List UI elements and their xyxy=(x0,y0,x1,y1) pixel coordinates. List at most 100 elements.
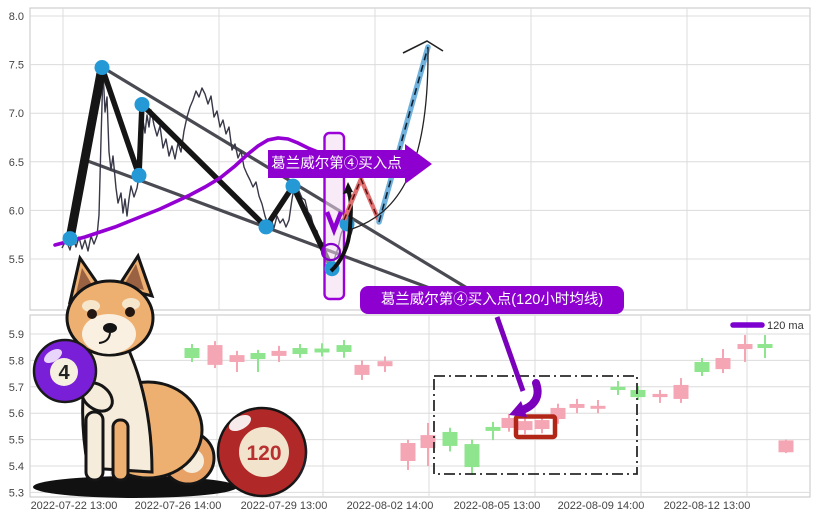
candle xyxy=(229,350,245,373)
dog-eye-left xyxy=(87,309,97,319)
candle xyxy=(757,335,773,359)
cross-point-ellipse xyxy=(320,242,342,262)
bottom-y-tick-label: 5.7 xyxy=(9,382,24,394)
red-projection-dashes xyxy=(343,177,380,222)
candlestick-panel[interactable]: 120 ma xyxy=(184,316,805,475)
swing-point-dot xyxy=(258,219,274,235)
candle xyxy=(250,349,266,373)
candle xyxy=(292,344,308,358)
top-y-tick-label: 5.5 xyxy=(9,254,24,266)
ball-120-number: 120 xyxy=(246,442,281,465)
swing-point-dot xyxy=(94,60,110,76)
candle xyxy=(590,400,606,414)
candle xyxy=(517,416,533,435)
candle xyxy=(610,380,626,395)
bottom-y-tick-label: 5.5 xyxy=(9,435,24,447)
granville-buy4-ma120-banner: 葛兰威尔第④买入点(120小时均线) xyxy=(360,286,624,314)
candle xyxy=(630,386,646,400)
candle xyxy=(442,427,458,452)
ball-4-number: 4 xyxy=(58,362,70,384)
candle xyxy=(501,413,517,432)
candle xyxy=(184,344,200,362)
bottom-y-tick-label: 5.8 xyxy=(9,355,24,367)
ball-4: 4 xyxy=(32,338,98,404)
buy-point-arrow-head xyxy=(509,401,527,417)
swing-point-dot xyxy=(131,167,147,183)
swing-point-dot xyxy=(285,178,301,194)
top-y-tick-label: 7.5 xyxy=(9,60,24,72)
dog-brow-left xyxy=(82,300,100,312)
ball-120-number-circle xyxy=(239,427,289,477)
dog-front-leg xyxy=(84,410,105,482)
dog-front-leg-2 xyxy=(111,418,130,482)
band-down-chevron xyxy=(324,211,344,237)
candle xyxy=(314,343,330,357)
shiba-dog-illustration xyxy=(33,252,237,498)
candle xyxy=(464,439,480,475)
granville-buy4-banner-arrow xyxy=(405,144,432,184)
dashdot-focus-box xyxy=(433,375,638,475)
top-y-tick-label: 6.5 xyxy=(9,157,24,169)
x-axis-date-label: 2022-07-26 14:00 xyxy=(135,500,222,512)
legend-label[interactable]: 120 ma xyxy=(767,320,805,332)
x-axis-date-label: 2022-07-22 13:00 xyxy=(31,500,118,512)
candle xyxy=(271,345,287,362)
ball-120-shade xyxy=(292,438,308,485)
ball-4-number-circle xyxy=(50,358,78,386)
candle xyxy=(673,378,689,403)
granville-buy4-banner: 葛兰威尔第④买入点 xyxy=(268,150,405,178)
trendline xyxy=(101,65,473,293)
x-axis-date-label: 2022-08-02 14:00 xyxy=(347,500,434,512)
projection-arc xyxy=(351,47,429,230)
candle xyxy=(715,349,731,374)
candle xyxy=(207,341,223,369)
candle xyxy=(778,439,794,454)
bounce-arrow-head xyxy=(343,182,353,194)
ma120-curve xyxy=(53,136,338,247)
bottom-y-tick-label: 5.3 xyxy=(9,487,24,499)
swing-point-dot xyxy=(134,96,150,112)
bottom-y-tick-label: 5.6 xyxy=(9,408,24,420)
candle xyxy=(400,439,416,470)
candle xyxy=(377,356,393,373)
buy-point-red-box xyxy=(513,414,558,440)
ball-120-highlight xyxy=(228,414,252,432)
candle xyxy=(550,403,566,424)
line-panel[interactable] xyxy=(53,40,473,305)
ball-120: 120 xyxy=(216,406,308,498)
blue-projection-dashes xyxy=(378,46,429,223)
candle xyxy=(485,421,501,441)
dog-shadow xyxy=(33,476,237,498)
candle xyxy=(652,389,668,403)
projection-arrow-tick xyxy=(402,40,444,54)
dog-nose xyxy=(103,323,117,333)
hourly-price-line xyxy=(61,69,354,272)
x-axis-date-label: 2022-08-09 14:00 xyxy=(558,500,645,512)
candle xyxy=(737,335,753,362)
axis-labels-layer: 8.0 7.5 7.0 6.5 6.0 5.5 5.9 5.8 5.7 5.6 5.5 5.4 5.3 2… xyxy=(9,11,751,512)
top-y-tick-label: 6.0 xyxy=(9,205,24,217)
dog-mouth xyxy=(98,332,111,344)
candle xyxy=(336,340,352,358)
bottom-panel-border xyxy=(29,314,811,498)
candle xyxy=(354,360,370,380)
candle xyxy=(569,398,585,414)
x-axis-date-label: 2022-08-12 13:00 xyxy=(664,500,751,512)
dog-brow-right xyxy=(122,298,140,310)
decorations: 4 120 xyxy=(32,252,308,498)
buy-point-arrow-line xyxy=(494,316,526,392)
dog-eye-right xyxy=(125,307,135,317)
top-y-tick-label: 7.0 xyxy=(9,108,24,120)
swing-impulse-segment xyxy=(65,66,107,240)
x-axis-date-label: 2022-07-29 13:00 xyxy=(241,500,328,512)
swing-point-dot xyxy=(62,231,78,247)
candle xyxy=(420,422,436,466)
ball-4-highlight xyxy=(44,348,62,364)
top-y-tick-label: 8.0 xyxy=(9,11,24,23)
bottom-y-tick-label: 5.4 xyxy=(9,461,24,473)
x-axis-date-label: 2022-08-05 13:00 xyxy=(454,500,541,512)
candle xyxy=(694,358,710,376)
trendline xyxy=(84,158,471,305)
